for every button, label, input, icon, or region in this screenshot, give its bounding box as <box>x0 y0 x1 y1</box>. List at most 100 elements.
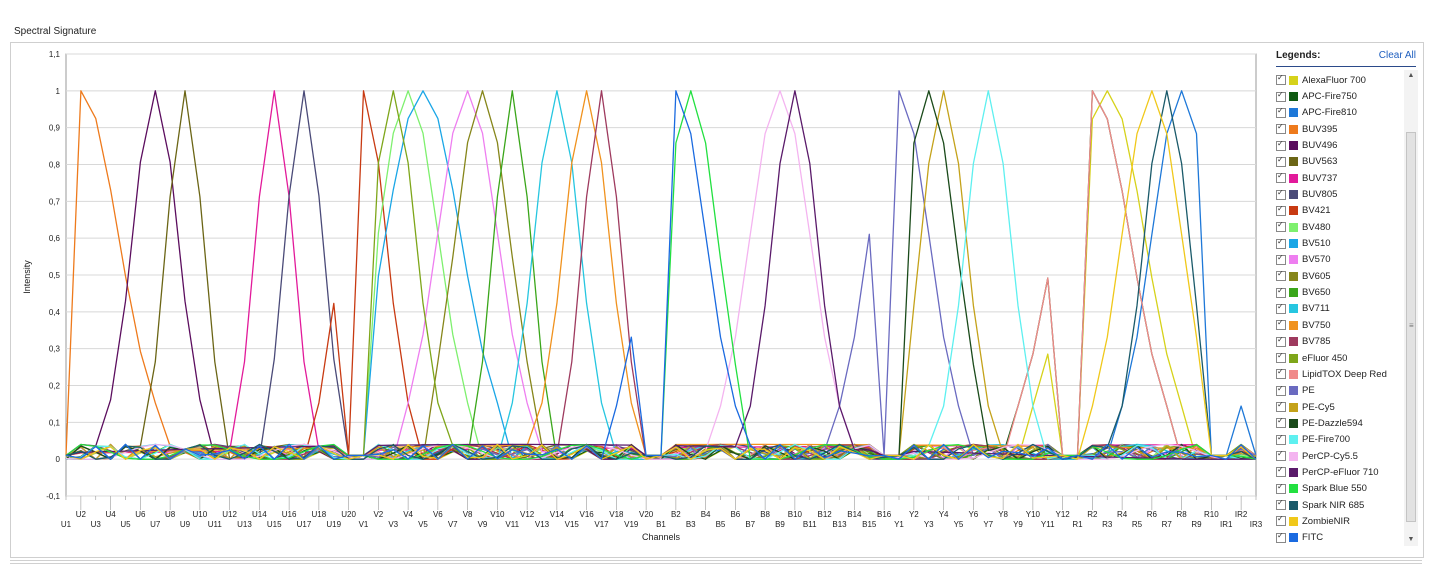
x-tick-label: B6 <box>730 510 740 519</box>
legend-checkbox[interactable] <box>1276 531 1286 543</box>
x-tick-label: U9 <box>180 520 191 529</box>
legend-checkbox[interactable] <box>1276 106 1286 118</box>
legend-swatch <box>1289 353 1298 363</box>
x-tick-label: U14 <box>252 510 267 519</box>
legend-label: BUV737 <box>1302 172 1338 184</box>
legend-checkbox[interactable] <box>1276 237 1286 249</box>
legend-item[interactable]: ZombieNIR <box>1276 513 1400 529</box>
x-tick-label: U3 <box>91 520 102 529</box>
legend-checkbox[interactable] <box>1276 73 1286 86</box>
legend-title: Legends: <box>1276 50 1321 61</box>
legend-checkbox[interactable] <box>1276 155 1286 167</box>
legend-item[interactable]: PE <box>1276 383 1400 399</box>
legend-checkbox[interactable] <box>1276 367 1286 380</box>
legend-label: BV650 <box>1302 287 1331 299</box>
legend-item[interactable]: BUV805 <box>1276 186 1400 202</box>
legend-item[interactable]: PE-Fire700 <box>1276 432 1400 448</box>
legend-checkbox[interactable] <box>1276 188 1286 200</box>
legend-item[interactable]: BV785 <box>1276 334 1400 350</box>
legend-item[interactable]: BUV563 <box>1276 154 1400 170</box>
x-tick-label: V3 <box>388 520 398 529</box>
legend-swatch <box>1289 386 1298 396</box>
x-tick-label: U5 <box>120 520 131 529</box>
legend-item[interactable]: BV421 <box>1276 203 1400 219</box>
legend-checkbox[interactable] <box>1276 269 1286 282</box>
legend-checkbox[interactable] <box>1276 139 1286 151</box>
legend-scrollbar[interactable]: ▲ ≡ ▼ <box>1404 70 1418 546</box>
legend-item[interactable]: BUV496 <box>1276 137 1400 153</box>
x-tick-label: B4 <box>701 510 711 519</box>
grip-icon: ≡ <box>1409 321 1414 330</box>
legend-item[interactable]: APC-Fire750 <box>1276 88 1400 104</box>
legend-item[interactable]: APC-Fire810 <box>1276 105 1400 121</box>
legend-item[interactable]: BV570 <box>1276 252 1400 268</box>
legend-checkbox[interactable] <box>1276 286 1286 298</box>
legend-item[interactable]: Spark Blue 550 <box>1276 481 1400 497</box>
legend-item[interactable]: BV510 <box>1276 235 1400 251</box>
legend-item[interactable]: PE-Cy5 <box>1276 399 1400 415</box>
legend-label: APC-Fire810 <box>1302 107 1357 119</box>
legend-item[interactable]: BUV737 <box>1276 170 1400 186</box>
y-tick-label: 0,1 <box>49 418 61 427</box>
legend-item[interactable]: PerCP-eFluor 710 <box>1276 464 1400 480</box>
legend-swatch <box>1289 304 1298 314</box>
legend-checkbox[interactable] <box>1276 318 1286 331</box>
legend-checkbox[interactable] <box>1276 171 1286 184</box>
series-lines <box>65 90 1257 460</box>
legend-checkbox[interactable] <box>1276 498 1286 511</box>
legend-swatch <box>1289 369 1298 379</box>
legend-item[interactable]: PE-Dazzle594 <box>1276 415 1400 431</box>
x-tick-label: V4 <box>403 510 413 519</box>
legend-checkbox[interactable] <box>1276 122 1286 135</box>
legend-label: PE <box>1302 385 1315 397</box>
legend-label: Spark Blue 550 <box>1302 483 1367 495</box>
legend-checkbox[interactable] <box>1276 384 1286 396</box>
legend-checkbox[interactable] <box>1276 465 1286 478</box>
legend-item[interactable]: Spark NIR 685 <box>1276 497 1400 513</box>
legend-label: PE-Fire700 <box>1302 434 1351 446</box>
legend-item[interactable]: BV750 <box>1276 317 1400 333</box>
legend-checkbox[interactable] <box>1276 302 1286 314</box>
y-tick-label: -0,1 <box>46 492 60 501</box>
legend-item[interactable]: BV650 <box>1276 284 1400 300</box>
scroll-down-icon[interactable]: ▼ <box>1407 536 1415 543</box>
legend-label: eFluor 450 <box>1302 352 1348 364</box>
legend-checkbox[interactable] <box>1276 433 1286 445</box>
x-tick-label: B9 <box>775 520 785 529</box>
scroll-thumb[interactable]: ≡ <box>1406 132 1416 522</box>
clear-all-button[interactable]: Clear All <box>1378 50 1416 61</box>
legend-checkbox[interactable] <box>1276 400 1286 413</box>
legend-checkbox[interactable] <box>1276 335 1286 347</box>
legend-checkbox[interactable] <box>1276 514 1286 527</box>
legend-item[interactable]: eFluor 450 <box>1276 350 1400 366</box>
legend-list: AlexaFluor 700 APC-Fire750 APC-Fire810 BUV3… <box>1276 72 1400 548</box>
legend-item[interactable]: BV711 <box>1276 301 1400 317</box>
legend-checkbox[interactable] <box>1276 449 1286 462</box>
legend-checkbox[interactable] <box>1276 351 1286 364</box>
legend-swatch <box>1289 124 1298 134</box>
legend-item[interactable]: FITC <box>1276 530 1400 546</box>
legend-swatch <box>1289 141 1298 151</box>
legend-label: BV785 <box>1302 336 1331 348</box>
legend-item[interactable]: BV480 <box>1276 219 1400 235</box>
legend-item[interactable]: PerCP-Cy5.5 <box>1276 448 1400 464</box>
legend-checkbox[interactable] <box>1276 416 1286 429</box>
y-tick-label: 1 <box>56 87 61 96</box>
legend-checkbox[interactable] <box>1276 90 1286 102</box>
legend-checkbox[interactable] <box>1276 220 1286 233</box>
y-axis-label: Intensity <box>22 260 32 294</box>
legend-label: BV711 <box>1302 303 1330 315</box>
legend-label: BV480 <box>1302 221 1331 233</box>
legend-item[interactable]: BUV395 <box>1276 121 1400 137</box>
legend-item[interactable]: LipidTOX Deep Red <box>1276 366 1400 382</box>
x-tick-label: Y12 <box>1056 510 1071 519</box>
legend-item[interactable]: BV605 <box>1276 268 1400 284</box>
scroll-up-icon[interactable]: ▲ <box>1407 72 1415 79</box>
legend-checkbox[interactable] <box>1276 482 1286 494</box>
legend-checkbox[interactable] <box>1276 253 1286 265</box>
legend-swatch <box>1289 402 1298 412</box>
x-tick-label: R2 <box>1087 510 1098 519</box>
legend-checkbox[interactable] <box>1276 204 1286 216</box>
legend-item[interactable]: AlexaFluor 700 <box>1276 72 1400 88</box>
x-tick-label: Y10 <box>1026 510 1041 519</box>
